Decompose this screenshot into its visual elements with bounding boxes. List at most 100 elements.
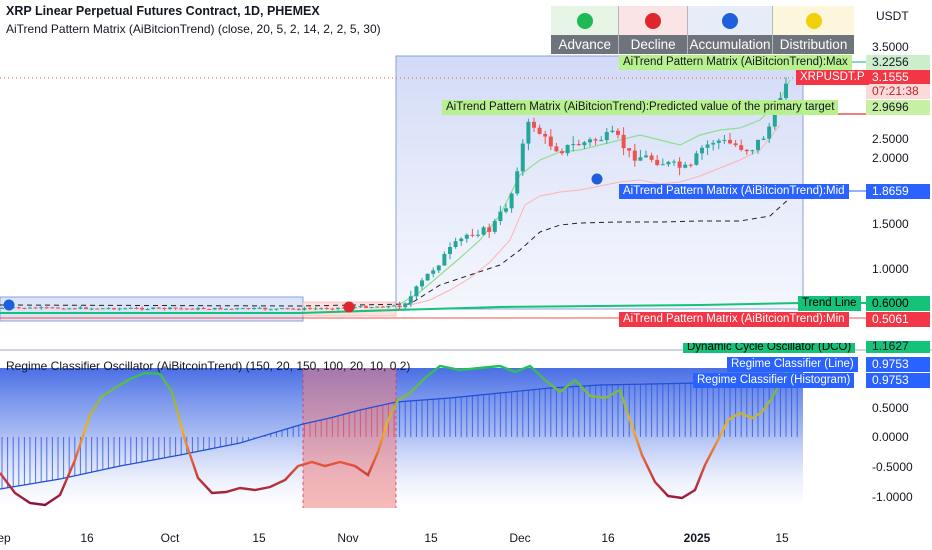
accumulation-marker-2[interactable] (591, 173, 603, 185)
candle-body (610, 130, 615, 133)
candle-body (341, 307, 346, 309)
candle-body (403, 303, 408, 308)
candle-body (364, 306, 368, 308)
symbol-tag[interactable]: XRPUSDT.P (796, 70, 869, 85)
last-price-label: 3.1555 (866, 70, 930, 85)
candle-body (291, 308, 296, 310)
osc-histogram (1, 381, 798, 489)
candle-body (392, 305, 396, 307)
distribution-dot-icon (805, 12, 822, 29)
candle-body (431, 270, 436, 274)
candle-body (476, 234, 480, 236)
candle-body (459, 238, 464, 242)
indicator-title: AiTrend Pattern Matrix (AiBitcionTrend) … (6, 22, 381, 36)
legend-advance-label: Advance (551, 35, 619, 54)
candle-body (571, 144, 576, 146)
candle-body (520, 143, 525, 172)
candle-body (386, 306, 391, 308)
oscillator-title: Regime Classifier Oscillator (AiBitcoinT… (6, 359, 411, 373)
regime-hist-value: 0.9753 (866, 373, 930, 388)
candle-body (470, 234, 475, 236)
candle-body (156, 307, 161, 309)
candle-body (711, 142, 716, 145)
candle-body (22, 307, 27, 309)
candle-body (201, 307, 206, 309)
candle-body (134, 307, 139, 309)
decline-marker[interactable] (343, 301, 355, 313)
candle-body (0, 307, 4, 309)
candle-body (672, 161, 676, 163)
candle-body (246, 308, 251, 310)
candle-body (627, 148, 632, 151)
candle-body (616, 130, 620, 135)
candle-body (537, 127, 542, 134)
legend-advance: Advance (551, 6, 619, 54)
candle-body (324, 308, 329, 310)
candle-body (319, 308, 324, 310)
osc-tick: 0.5000 (872, 401, 909, 415)
candle-body (464, 234, 469, 239)
candle-body (576, 144, 581, 146)
advance-dot-icon (576, 12, 593, 29)
candle-body (744, 149, 749, 152)
candle-body (515, 171, 520, 194)
osc-tick: 0.0000 (872, 430, 909, 444)
candle-body (72, 308, 77, 310)
currency-label[interactable]: USDT (876, 9, 909, 23)
price-tick: 3.5000 (872, 40, 909, 54)
candle-body (408, 296, 413, 304)
candle-body (728, 139, 732, 144)
regime-legend: Advance Decline Accumulation Distributio… (551, 6, 855, 54)
candle-body (683, 164, 688, 168)
candle-body (168, 307, 172, 310)
candle-body (89, 308, 94, 310)
candle-body (700, 147, 704, 154)
candle-body (705, 144, 710, 148)
trend-line (0, 302, 866, 314)
min-tag: AiTrend Pattern Matrix (AiBitcionTrend):… (619, 312, 849, 327)
regime-line-tag: Regime Classifier (Line) (727, 357, 858, 372)
candle-body (184, 308, 189, 310)
time-tick: Oct (160, 531, 180, 545)
time-tick: ep (0, 531, 11, 545)
candle-body (688, 164, 693, 166)
accumulation-marker-1[interactable] (3, 299, 15, 311)
osc-decline-zone (303, 368, 396, 508)
candle-body (229, 308, 234, 310)
candle-body (442, 253, 447, 266)
time-tick: Nov (337, 531, 359, 545)
cycle-oscillator-line (0, 364, 791, 507)
candle-body (145, 308, 150, 310)
mid-tag: AiTrend Pattern Matrix (AiBitcionTrend):… (619, 184, 849, 199)
candle-body (448, 247, 452, 254)
time-tick-year: 2025 (683, 531, 711, 545)
candle-body (50, 307, 55, 309)
candle-body (532, 121, 536, 128)
min-value-label: 0.5061 (866, 312, 930, 327)
time-tick: 15 (252, 531, 266, 545)
candle-body (224, 308, 228, 310)
candle-body (218, 307, 223, 310)
candle-body (123, 308, 128, 310)
candle-body (39, 307, 44, 309)
legend-accumulation: Accumulation (686, 6, 773, 54)
legend-distribution: Distribution (772, 6, 855, 54)
candle-body (100, 308, 105, 310)
candle-body (369, 307, 374, 309)
candle-body (263, 307, 268, 310)
candle-body (28, 307, 32, 309)
osc-zone-bg (0, 368, 803, 508)
candle-body (756, 139, 760, 151)
candle-body (151, 307, 156, 309)
candle-body (33, 307, 38, 309)
candle-body (632, 150, 637, 161)
candle-body (739, 145, 744, 150)
candle-body (436, 265, 441, 271)
max-tag: AiTrend Pattern Matrix (AiBitcionTrend):… (619, 55, 852, 70)
legend-decline-label: Decline (619, 35, 687, 54)
candle-body (487, 227, 492, 232)
candle-body (128, 307, 133, 309)
candle-body (604, 132, 609, 141)
candle-body (554, 146, 559, 152)
